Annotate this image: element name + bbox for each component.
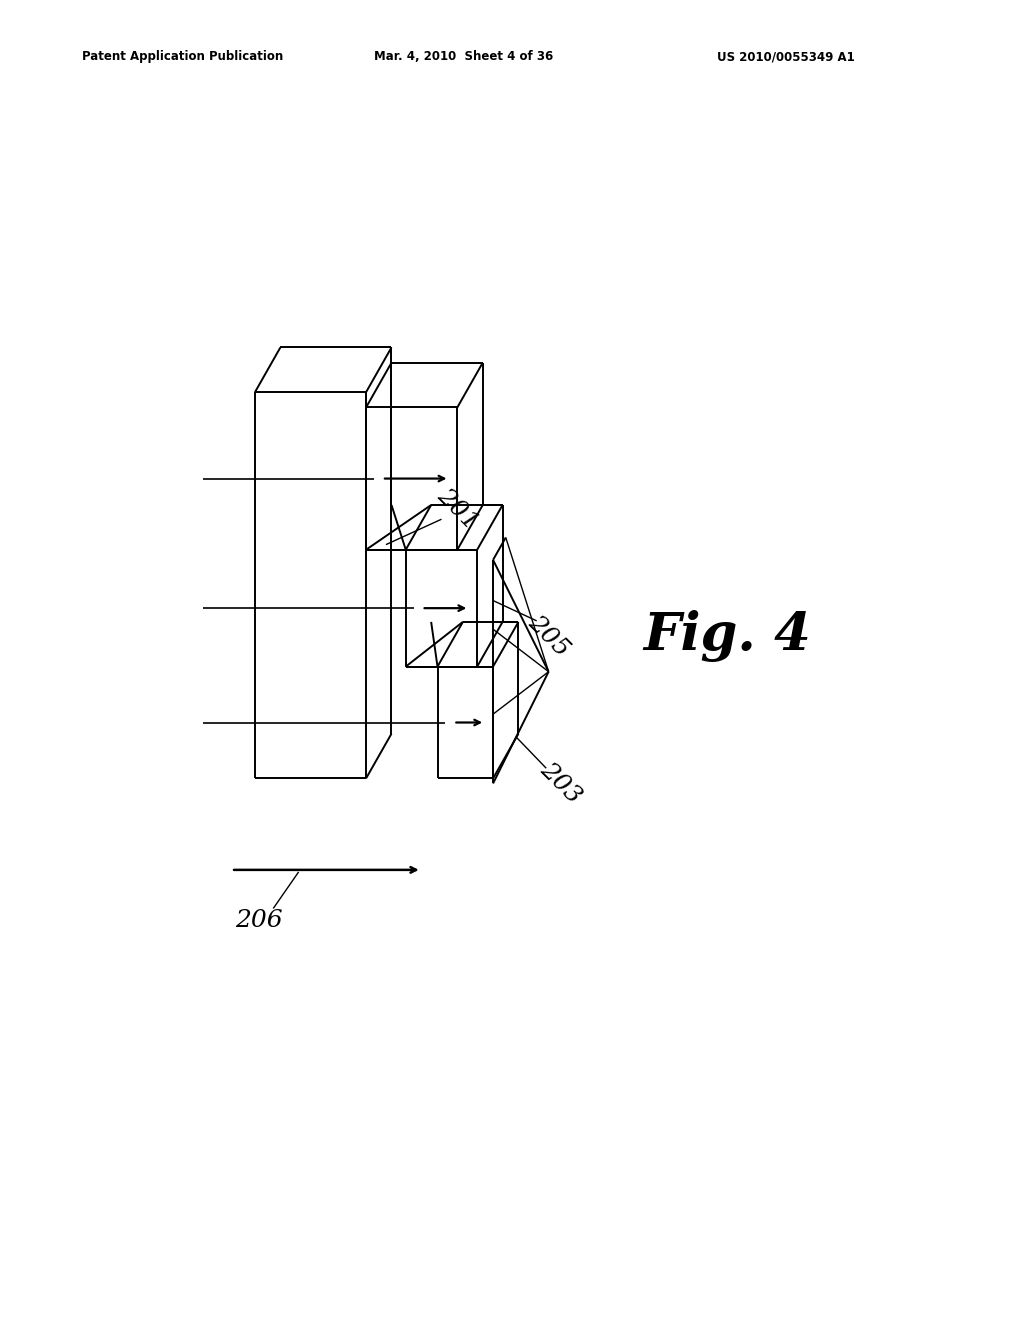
Text: 201: 201 [432, 484, 482, 535]
Text: Fig. 4: Fig. 4 [643, 610, 811, 663]
Text: Mar. 4, 2010  Sheet 4 of 36: Mar. 4, 2010 Sheet 4 of 36 [374, 50, 553, 63]
Text: 205: 205 [523, 611, 573, 661]
Text: US 2010/0055349 A1: US 2010/0055349 A1 [717, 50, 855, 63]
Text: 203: 203 [536, 759, 586, 808]
Text: Patent Application Publication: Patent Application Publication [82, 50, 284, 63]
Text: 206: 206 [236, 909, 283, 932]
